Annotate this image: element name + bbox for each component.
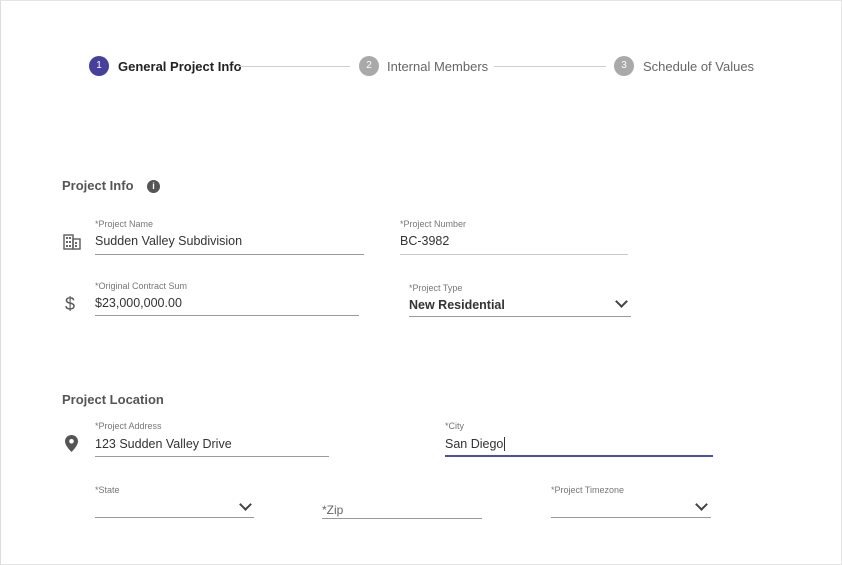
zip-input[interactable]: *Zip <box>322 503 344 517</box>
contract-sum-underline <box>95 315 359 316</box>
step-connector <box>494 66 606 67</box>
project-name-underline <box>95 254 364 255</box>
step-2-label[interactable]: Internal Members <box>387 59 489 74</box>
step-1-circle[interactable]: 1 <box>89 56 109 76</box>
step-3-label[interactable]: Schedule of Values <box>643 59 755 74</box>
city-label: *City <box>445 421 465 431</box>
project-type-select[interactable]: New Residential <box>409 298 505 312</box>
address-input[interactable]: 123 Sudden Valley Drive <box>95 437 232 451</box>
state-underline <box>95 517 254 518</box>
contract-sum-input[interactable]: $23,000,000.00 <box>95 296 182 310</box>
step-2-circle[interactable]: 2 <box>359 56 379 76</box>
address-underline <box>95 456 329 457</box>
section-title-project-info: Project Info <box>62 178 134 193</box>
timezone-select[interactable] <box>551 498 711 516</box>
timezone-label: *Project Timezone <box>551 485 625 495</box>
project-name-input[interactable]: Sudden Valley Subdivision <box>95 234 243 248</box>
city-input[interactable]: San Diego <box>445 437 506 451</box>
project-type-underline <box>409 316 631 317</box>
step-3-circle[interactable]: 3 <box>614 56 634 76</box>
step-connector <box>238 66 350 67</box>
project-name-label: *Project Name <box>95 219 154 229</box>
step-1-label[interactable]: General Project Info <box>118 59 242 74</box>
section-title-project-location: Project Location <box>62 392 164 407</box>
project-number-input[interactable]: BC-3982 <box>400 234 450 248</box>
zip-underline <box>322 518 482 519</box>
state-label: *State <box>95 485 120 495</box>
building-icon <box>63 234 81 250</box>
project-type-label: *Project Type <box>409 283 463 293</box>
location-pin-icon <box>65 435 78 452</box>
timezone-underline <box>551 517 711 518</box>
project-number-label: *Project Number <box>400 219 467 229</box>
address-label: *Project Address <box>95 421 162 431</box>
dollar-icon: $ <box>65 294 76 314</box>
city-underline-focused <box>445 455 713 457</box>
state-select[interactable] <box>95 498 255 516</box>
info-icon[interactable]: i <box>147 180 160 193</box>
project-number-underline <box>400 254 628 255</box>
contract-sum-label: *Original Contract Sum <box>95 281 188 291</box>
